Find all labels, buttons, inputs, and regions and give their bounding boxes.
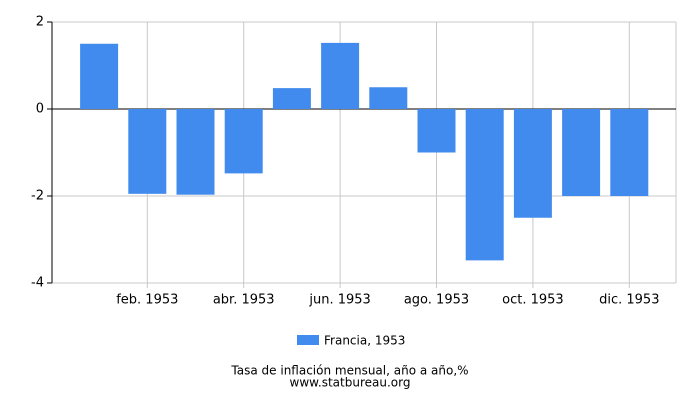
bar [417, 109, 456, 153]
bar [610, 109, 649, 196]
x-tick-label: jun. 1953 [308, 293, 370, 308]
bar [321, 42, 360, 109]
y-tick-label: 0 [36, 102, 44, 117]
bar [369, 87, 408, 109]
x-tick-label: abr. 1953 [213, 293, 275, 308]
bar [465, 109, 504, 261]
y-tick-label: -4 [31, 276, 44, 291]
y-tick-label: -2 [31, 189, 44, 204]
x-tick-label: dic. 1953 [599, 293, 659, 308]
y-tick-label: 2 [36, 15, 44, 30]
bar [562, 109, 601, 196]
bar [80, 43, 119, 109]
x-tick-label: feb. 1953 [116, 293, 178, 308]
bar [224, 109, 263, 174]
footer-source: www.statbureau.org [290, 376, 411, 390]
bar [513, 109, 552, 218]
bar [176, 109, 215, 195]
bar [128, 109, 167, 194]
legend-swatch [297, 335, 319, 345]
footer-title: Tasa de inflación mensual, año a año,% [230, 364, 468, 378]
bar [272, 88, 311, 109]
x-tick-label: oct. 1953 [502, 293, 564, 308]
legend-label: Francia, 1953 [324, 334, 405, 348]
x-tick-label: ago. 1953 [404, 293, 469, 308]
